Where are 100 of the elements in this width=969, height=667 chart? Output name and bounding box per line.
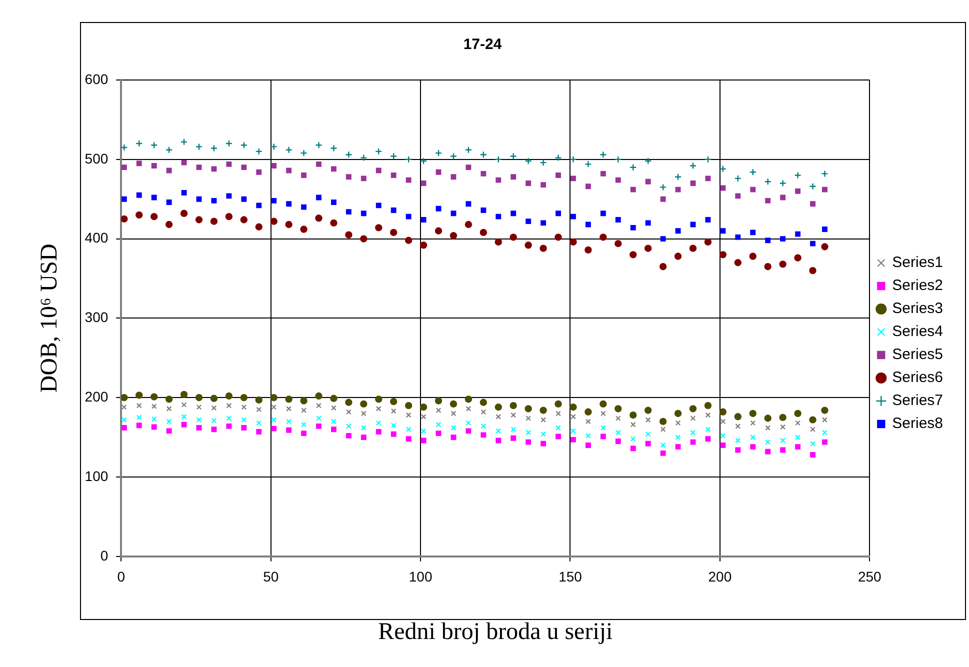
point: [600, 170, 606, 176]
point: [271, 417, 277, 423]
y-tick-label: 300: [84, 309, 108, 326]
point: [600, 425, 606, 430]
y-tick-label: 100: [84, 468, 108, 484]
point: [644, 157, 652, 165]
point: [225, 392, 233, 400]
point: [659, 184, 667, 191]
point: [494, 156, 502, 163]
point: [375, 148, 382, 156]
point: [690, 180, 696, 186]
point: [180, 210, 188, 217]
x-tick-label: 150: [558, 568, 582, 585]
point: [285, 396, 292, 403]
point: [150, 142, 158, 149]
point: [675, 434, 681, 440]
point: [821, 170, 828, 178]
point: [526, 180, 532, 186]
point: [794, 254, 802, 262]
point: [779, 414, 786, 422]
point: [166, 200, 172, 205]
point: [450, 232, 458, 240]
point: [331, 418, 336, 424]
point: [420, 180, 426, 186]
point: [480, 398, 488, 406]
point: [705, 436, 711, 442]
point: [570, 176, 576, 182]
point: [735, 438, 741, 444]
point: [300, 149, 308, 157]
point: [810, 240, 816, 246]
point: [644, 406, 652, 414]
point: [196, 417, 202, 423]
point: [674, 252, 682, 260]
point: [735, 423, 741, 429]
point: [136, 192, 142, 198]
point: [689, 162, 697, 170]
point: [614, 240, 622, 248]
point: [256, 420, 262, 426]
point: [375, 396, 382, 403]
point: [195, 216, 203, 224]
point: [255, 148, 262, 156]
point: [614, 405, 622, 412]
point: [614, 156, 622, 163]
x-tick-label: 100: [408, 568, 432, 585]
point: [600, 410, 606, 416]
point: [570, 404, 577, 411]
point: [450, 174, 456, 180]
point: [165, 396, 173, 403]
point: [705, 176, 711, 182]
point: [584, 408, 592, 416]
point: [556, 410, 561, 416]
point: [181, 190, 187, 196]
point: [615, 416, 621, 421]
point: [226, 423, 232, 429]
point: [151, 194, 157, 200]
point: [660, 442, 666, 448]
point: [285, 146, 292, 154]
point: [480, 151, 488, 158]
point: [674, 173, 682, 180]
point: [436, 422, 442, 428]
point: [556, 434, 561, 440]
point: [151, 424, 157, 430]
point: [630, 251, 637, 258]
point: [436, 169, 442, 175]
point: [526, 430, 532, 436]
point: [404, 402, 412, 410]
point: [780, 447, 786, 453]
point: [780, 194, 786, 200]
point: [256, 429, 262, 434]
point: [390, 172, 396, 178]
point: [615, 438, 621, 444]
point: [585, 432, 591, 438]
point: [211, 418, 217, 424]
point: [660, 196, 666, 202]
point: [554, 234, 562, 241]
point: [810, 201, 816, 207]
point: [584, 246, 592, 254]
point: [645, 431, 651, 437]
point: [390, 228, 398, 236]
point: [556, 210, 561, 216]
point: [644, 244, 652, 252]
point: [556, 172, 561, 178]
point: [704, 402, 712, 410]
point: [151, 163, 157, 168]
point: [494, 404, 502, 411]
point: [404, 236, 412, 244]
point: [464, 146, 472, 154]
point: [540, 417, 546, 423]
point: [255, 396, 262, 404]
point: [316, 161, 322, 167]
point: [345, 398, 352, 406]
point: [674, 410, 682, 418]
point: [360, 154, 368, 162]
point: [510, 234, 517, 241]
point: [211, 198, 217, 204]
y-tick-label: 400: [84, 230, 108, 246]
point: [151, 404, 157, 410]
y-axis-title: DOB, 10⁶ USD: [36, 244, 63, 393]
point: [705, 412, 711, 418]
point: [136, 160, 142, 166]
